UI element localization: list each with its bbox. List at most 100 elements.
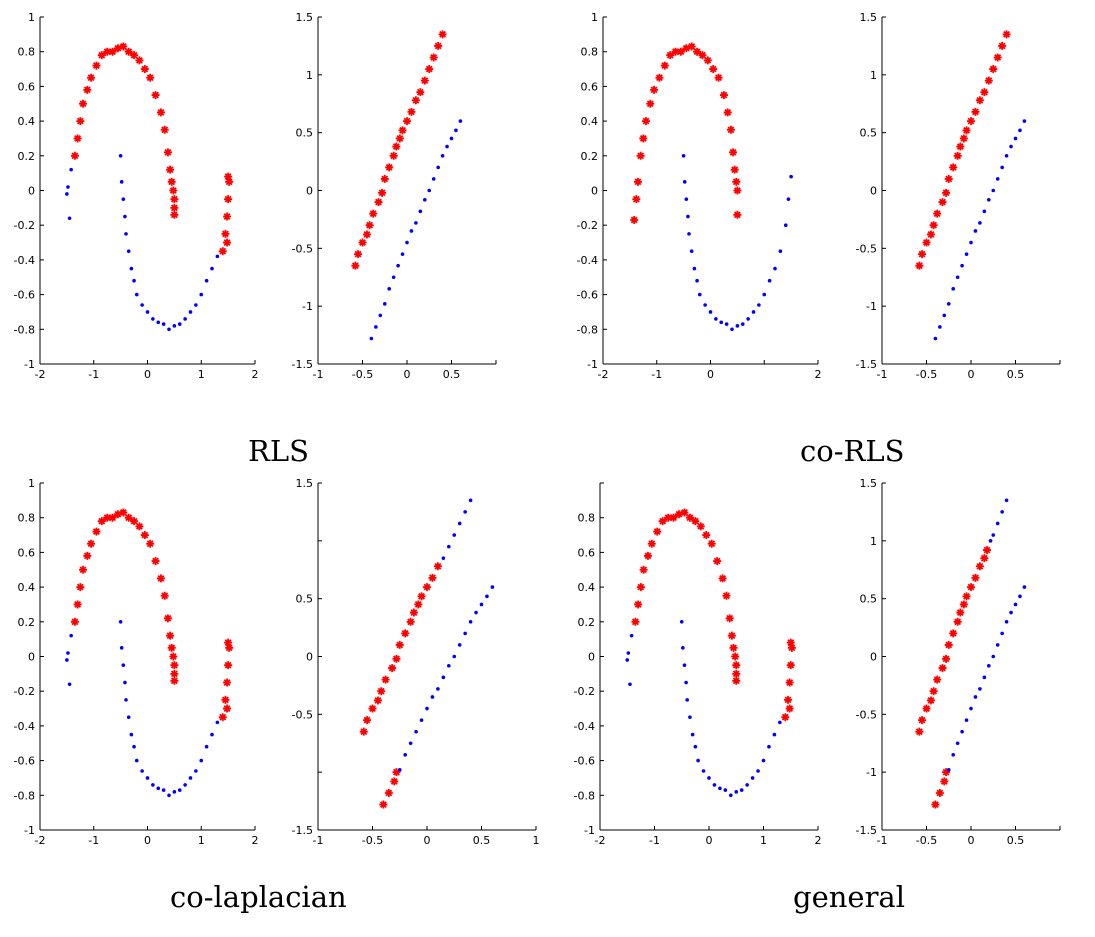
- blue-dot-point: [1004, 620, 1009, 624]
- y-tick-label: -0.8: [14, 789, 35, 802]
- blue-dot-point: [773, 266, 777, 271]
- red-star-point: [433, 562, 442, 571]
- blue-dot-point: [66, 185, 70, 189]
- red-star-point: [787, 643, 796, 652]
- red-star-point: [785, 704, 794, 713]
- y-tick-label: 1: [306, 69, 313, 82]
- red-star-point: [124, 513, 133, 522]
- x-tick-label: -2: [595, 834, 606, 847]
- blue-dot-point: [679, 620, 684, 624]
- blue-dot-point: [445, 144, 449, 149]
- blue-dot-point: [718, 786, 722, 791]
- y-tick-label: 0.4: [18, 581, 36, 594]
- blue-dot-point: [988, 539, 993, 543]
- blue-dot-point: [423, 197, 427, 202]
- red-star-point: [97, 517, 106, 526]
- red-star-point: [170, 195, 179, 204]
- blue-dot-point: [1013, 602, 1018, 607]
- x-tick-label: 2: [815, 834, 822, 847]
- red-star-point: [931, 800, 940, 809]
- blue-dot-point: [933, 336, 938, 341]
- blue-dot-point: [707, 776, 711, 780]
- blue-dot-point: [757, 303, 761, 307]
- blue-dot-point: [425, 706, 429, 711]
- red-star-point: [940, 777, 949, 786]
- red-star-point: [223, 212, 232, 221]
- blue-dot-point: [960, 729, 964, 734]
- blue-dot-point: [991, 533, 996, 537]
- red-star-point: [403, 117, 411, 126]
- scatter-panel: -1 -0.5 0 0.5 1 -1.5 -0.5 0 0.5 1.5: [292, 477, 540, 847]
- y-tick-label: -1.5: [292, 358, 313, 371]
- blue-dot-point: [978, 221, 982, 225]
- x-tick-label: 1: [760, 834, 767, 847]
- x-tick-label: -0.5: [352, 368, 373, 381]
- blue-dot-point: [946, 302, 951, 306]
- blue-dot-point: [458, 119, 463, 123]
- red-star-point: [411, 96, 420, 105]
- blue-dot-point: [463, 510, 467, 514]
- blue-dot-point: [121, 197, 126, 201]
- y-tick-label: 1.5: [296, 11, 314, 24]
- blue-dot-point: [69, 167, 73, 172]
- x-tick-label: 0: [404, 368, 411, 381]
- blue-dot-point: [441, 675, 446, 680]
- red-star-point: [388, 664, 397, 673]
- blue-dot-point: [447, 544, 451, 549]
- red-star-point: [918, 716, 927, 725]
- y-tick-label: 0.5: [860, 127, 878, 140]
- y-tick-label: -0.5: [292, 708, 313, 721]
- blue-dot-point: [783, 223, 788, 227]
- blue-dot-point: [751, 310, 756, 314]
- red-star-point: [702, 531, 711, 540]
- blue-dot-point: [418, 209, 423, 214]
- x-tick-label: 2: [252, 834, 259, 847]
- red-star-point: [130, 51, 139, 60]
- blue-dot-point: [474, 610, 478, 615]
- red-star-point: [373, 696, 382, 705]
- red-star-point: [146, 73, 155, 82]
- blue-dot-point: [419, 718, 424, 722]
- y-tick-label: -0.4: [577, 254, 598, 267]
- red-star-point: [664, 513, 673, 522]
- red-star-point: [119, 508, 128, 517]
- scatter-panel: -2 -1 0 1 2-1-0.8-0.6-0.4-0.200.20.40.60.8: [574, 482, 822, 847]
- x-tick-label: -0.5: [916, 368, 937, 381]
- red-star-point: [691, 517, 700, 526]
- red-star-point: [733, 186, 742, 195]
- red-star-point: [70, 151, 79, 160]
- y-tick-label: 0.6: [18, 80, 36, 93]
- red-star-point: [933, 675, 942, 684]
- red-star-point: [983, 546, 992, 555]
- blue-dot-point: [978, 687, 982, 691]
- red-star-point: [685, 513, 694, 522]
- blue-dot-point: [681, 646, 685, 650]
- red-star-point: [956, 142, 965, 151]
- red-star-point: [993, 53, 1002, 62]
- y-tick-label: 0.8: [18, 46, 36, 59]
- blue-dot-point: [123, 214, 127, 219]
- red-star-point: [384, 788, 393, 797]
- y-tick-label: 0.5: [296, 127, 314, 140]
- blue-dot-point: [946, 768, 951, 772]
- x-tick-label: 0: [707, 368, 714, 381]
- blue-dot-point: [126, 715, 131, 720]
- blue-dot-point: [692, 266, 697, 271]
- red-star-point: [392, 142, 401, 151]
- y-tick-label: -1: [866, 300, 877, 313]
- red-star-point: [730, 165, 739, 174]
- blue-dot-point: [750, 776, 755, 780]
- red-star-point: [124, 47, 133, 56]
- blue-dot-point: [405, 240, 409, 245]
- red-star-point: [146, 539, 155, 548]
- red-star-point: [714, 73, 723, 82]
- red-star-point: [87, 73, 96, 82]
- y-tick-label: 1: [28, 11, 35, 24]
- blue-dot-point: [987, 197, 991, 202]
- red-star-point: [79, 99, 87, 108]
- red-star-point: [703, 56, 712, 65]
- y-tick-label: 0.4: [581, 115, 599, 128]
- blue-dot-point: [1009, 610, 1013, 615]
- x-tick-label: 0: [968, 834, 975, 847]
- red-star-point: [392, 654, 401, 663]
